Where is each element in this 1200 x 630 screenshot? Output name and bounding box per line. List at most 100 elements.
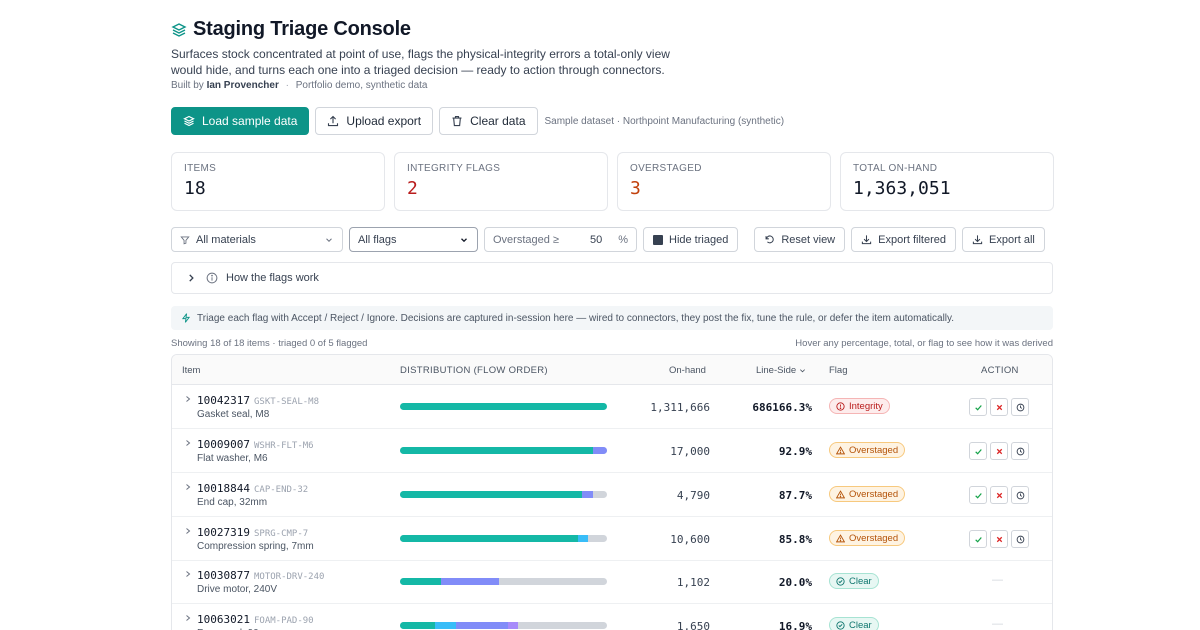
item-id-line: 10042317 GSKT-SEAL-M8	[197, 394, 319, 407]
hide-triaged-toggle[interactable]: Hide triaged	[643, 227, 739, 252]
flag-badge[interactable]: Clear	[829, 573, 879, 589]
table-row[interactable]: 10018844 CAP-END-32 End cap, 32mm 4,790 8…	[172, 473, 1052, 517]
distribution-bar[interactable]	[400, 491, 607, 498]
reset-view-button[interactable]: Reset view	[754, 227, 846, 252]
byline: Built by Ian Provencher · Portfolio demo…	[171, 80, 428, 91]
check-icon	[974, 448, 982, 455]
lineside-percent[interactable]: 16.9%	[778, 620, 812, 630]
distribution-segment	[400, 535, 579, 542]
flag-label: Overstaged	[849, 444, 899, 456]
reject-button[interactable]	[990, 486, 1008, 504]
onhand-value[interactable]: 17,000	[670, 445, 710, 458]
onhand-value[interactable]: 10,600	[670, 533, 710, 546]
onhand-value[interactable]: 1,102	[676, 576, 710, 589]
item-sku: CAP-END-32	[253, 485, 309, 495]
accept-button[interactable]	[969, 398, 987, 416]
x-icon	[996, 448, 1002, 454]
item-sku: SPRG-CMP-7	[253, 529, 309, 539]
ignore-button[interactable]	[1011, 486, 1029, 504]
flag-badge[interactable]: Clear	[829, 617, 879, 630]
col-onhand[interactable]: On-hand	[669, 365, 706, 376]
table-row[interactable]: 10030877 MOTOR-DRV-240 Drive motor, 240V …	[172, 560, 1052, 604]
byline-separator: ·	[285, 80, 289, 91]
checkbox-icon	[653, 234, 663, 245]
ignore-button[interactable]	[1011, 442, 1029, 460]
flag-label: Overstaged	[849, 488, 899, 500]
flag-badge[interactable]: Integrity	[829, 398, 890, 414]
item-sku: MOTOR-DRV-240	[253, 572, 325, 582]
item-name: Drive motor, 240V	[197, 584, 278, 595]
lineside-percent[interactable]: 87.7%	[778, 489, 812, 502]
col-lineside-sort[interactable]: Line-Side	[756, 365, 806, 376]
flag-badge[interactable]: Overstaged	[829, 530, 906, 546]
how-flags-work-disclosure[interactable]: How the flags work	[171, 262, 1053, 294]
clock-icon	[1016, 491, 1024, 499]
export-all-button[interactable]: Export all	[962, 227, 1045, 252]
onhand-value[interactable]: 1,650	[676, 620, 710, 630]
stat-total-onhand: TOTAL ON-HAND 1,363,051	[840, 152, 1054, 211]
accept-button[interactable]	[969, 442, 987, 460]
lineside-percent[interactable]: 686166.3%	[752, 401, 812, 414]
triage-actions	[969, 486, 1029, 504]
stat-label: OVERSTAGED	[630, 163, 702, 174]
load-sample-button[interactable]: Load sample data	[171, 107, 310, 135]
expand-row-icon[interactable]	[184, 439, 192, 447]
overstaged-threshold-value: 50	[589, 233, 603, 246]
accept-button[interactable]	[969, 486, 987, 504]
no-action-dash: —	[992, 618, 1003, 630]
expand-row-icon[interactable]	[184, 395, 192, 403]
expand-row-icon[interactable]	[184, 570, 192, 578]
expand-row-icon[interactable]	[184, 614, 192, 622]
table-meta: Showing 18 of 18 items · triaged 0 of 5 …	[171, 338, 1053, 349]
table-row[interactable]: 10009007 WSHR-FLT-M6 Flat washer, M6 17,0…	[172, 429, 1052, 473]
onhand-value[interactable]: 4,790	[676, 489, 710, 502]
lineside-percent[interactable]: 92.9%	[778, 445, 812, 458]
reject-button[interactable]	[990, 398, 1008, 416]
accept-button[interactable]	[969, 530, 987, 548]
item-sku: WSHR-FLT-M6	[253, 441, 314, 451]
distribution-bar[interactable]	[400, 447, 607, 454]
reject-button[interactable]	[990, 530, 1008, 548]
upload-export-button[interactable]: Upload export	[315, 107, 434, 135]
distribution-bar[interactable]	[400, 535, 607, 542]
item-id-line: 10027319 SPRG-CMP-7	[197, 526, 308, 539]
ignore-button[interactable]	[1011, 530, 1029, 548]
clear-data-button[interactable]: Clear data	[439, 107, 538, 135]
check-circle-icon	[836, 576, 845, 586]
lineside-percent[interactable]: 20.0%	[778, 576, 812, 589]
table-row[interactable]: 10042317 GSKT-SEAL-M8 Gasket seal, M8 1,3…	[172, 385, 1052, 429]
expand-row-icon[interactable]	[184, 527, 192, 535]
page-description: Surfaces stock concentrated at point of …	[171, 47, 670, 77]
distribution-bar[interactable]	[400, 622, 607, 629]
reject-button[interactable]	[990, 442, 1008, 460]
alert-circle-icon	[836, 401, 845, 411]
table-row[interactable]: 10027319 SPRG-CMP-7 Compression spring, 7…	[172, 517, 1052, 561]
distribution-bar[interactable]	[400, 578, 607, 585]
filter-icon	[180, 235, 190, 244]
flag-badge[interactable]: Overstaged	[829, 486, 906, 502]
item-id-line: 10018844 CAP-END-32	[197, 482, 308, 495]
col-item: Item	[182, 365, 201, 376]
item-id: 10042317	[197, 394, 250, 407]
ignore-button[interactable]	[1011, 398, 1029, 416]
distribution-bar[interactable]	[400, 403, 607, 410]
flag-badge[interactable]: Overstaged	[829, 442, 906, 458]
stat-integrity-flags: INTEGRITY FLAGS 2	[394, 152, 608, 211]
layers-icon	[171, 22, 187, 37]
materials-select[interactable]: All materials	[171, 227, 343, 252]
overstaged-threshold-input[interactable]: Overstaged ≥ 50 %	[484, 227, 637, 252]
flags-select[interactable]: All flags	[349, 227, 478, 252]
flag-label: Clear	[849, 575, 872, 587]
export-filtered-label: Export filtered	[878, 233, 946, 246]
stats-row: ITEMS 18 INTEGRITY FLAGS 2 OVERSTAGED 3 …	[171, 152, 1054, 211]
item-id: 10063021	[197, 613, 250, 626]
export-filtered-button[interactable]: Export filtered	[851, 227, 956, 252]
chevron-down-icon	[461, 237, 467, 242]
distribution-segment	[578, 535, 589, 542]
lineside-percent[interactable]: 85.8%	[778, 533, 812, 546]
distribution-segment	[400, 622, 436, 629]
onhand-value[interactable]: 1,311,666	[650, 401, 710, 414]
triage-info-banner: Triage each flag with Accept / Reject / …	[171, 306, 1053, 330]
expand-row-icon[interactable]	[184, 483, 192, 491]
